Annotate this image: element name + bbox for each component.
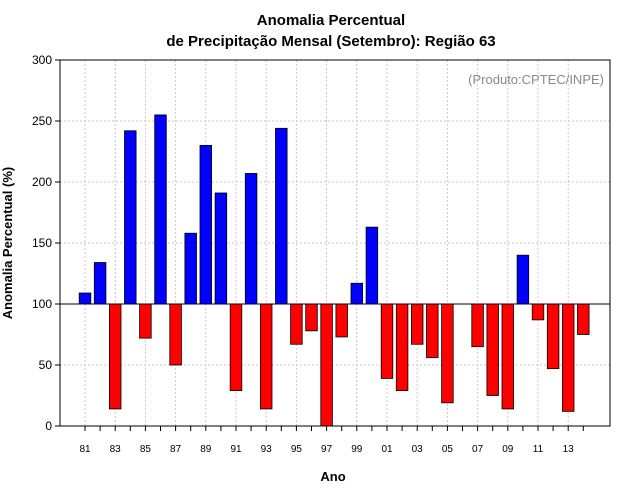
x-tick-label-07: 07 <box>472 444 484 455</box>
bar-91 <box>229 303 243 392</box>
x-tick-label-85: 85 <box>140 444 152 455</box>
bar-92 <box>244 173 258 305</box>
x-axis-ticks: 81 83 85 87 89 91 93 95 97 99 01 03 05 07 09 11 13 <box>79 426 584 455</box>
source-annotation: (Produto:CPTEC/INPE) <box>468 72 604 87</box>
chart-title-line-2: de Precipitação Mensal (Setembro): Regiã… <box>166 33 495 50</box>
bar-96 <box>305 303 318 332</box>
bar-04 <box>426 303 439 359</box>
x-tick-label-89: 89 <box>200 444 212 455</box>
x-tick-label-05: 05 <box>442 444 454 455</box>
x-tick-label-81: 81 <box>79 444 91 455</box>
x-tick-label-87: 87 <box>170 444 182 455</box>
bar-99 <box>350 282 364 305</box>
x-tick-label-09: 09 <box>502 444 514 455</box>
bar-87 <box>169 303 182 366</box>
x-tick-label-11: 11 <box>533 444 544 455</box>
bar-12 <box>546 303 560 370</box>
y-tick-label-50: 50 <box>39 358 53 372</box>
x-tick-label-93: 93 <box>261 444 273 455</box>
y-axis-ticks: 0 50 100 150 200 250 300 <box>32 53 60 433</box>
y-tick-label-200: 200 <box>32 175 52 189</box>
bar-08 <box>486 303 499 396</box>
bar-93 <box>259 303 273 410</box>
bar-81 <box>78 292 92 305</box>
chart-title-line-1: Anomalia Percentual <box>257 12 405 29</box>
bar-02 <box>395 303 409 392</box>
bar-84 <box>124 130 137 305</box>
bar-01 <box>380 303 394 379</box>
x-axis-label: Ano <box>320 469 345 484</box>
bar-89 <box>199 144 213 305</box>
x-tick-label-13: 13 <box>563 444 575 455</box>
bar-88 <box>184 232 197 305</box>
bar-00 <box>365 226 379 305</box>
bar-90 <box>214 192 228 305</box>
bar-85 <box>139 303 152 339</box>
y-tick-label-150: 150 <box>32 236 52 250</box>
bar-14 <box>577 303 590 335</box>
y-tick-label-100: 100 <box>32 297 52 311</box>
grid-lines <box>60 60 610 426</box>
x-tick-label-99: 99 <box>351 444 363 455</box>
x-tick-label-01: 01 <box>381 444 393 455</box>
bar-13 <box>562 303 575 412</box>
bars <box>78 114 590 427</box>
bar-10 <box>516 254 530 305</box>
x-tick-label-03: 03 <box>412 444 424 455</box>
bar-83 <box>109 303 122 410</box>
bar-82 <box>93 262 107 305</box>
bar-98 <box>335 303 348 338</box>
y-tick-label-250: 250 <box>32 114 52 128</box>
bar-03 <box>410 303 424 345</box>
bar-94 <box>275 127 288 305</box>
bar-97 <box>320 303 333 427</box>
x-tick-label-83: 83 <box>110 444 122 455</box>
bar-95 <box>290 303 303 345</box>
x-tick-label-97: 97 <box>321 444 333 455</box>
y-axis-label: Anomalia Percentual (%) <box>0 167 15 319</box>
bar-05 <box>441 303 454 404</box>
plot-frame <box>59 59 611 427</box>
x-tick-label-95: 95 <box>291 444 303 455</box>
bar-07 <box>471 303 484 348</box>
bar-86 <box>154 114 167 305</box>
bar-09 <box>501 303 515 410</box>
bar-11 <box>531 303 545 321</box>
y-tick-label-0: 0 <box>45 419 52 433</box>
x-tick-label-91: 91 <box>230 444 242 455</box>
y-tick-label-300: 300 <box>32 53 52 67</box>
